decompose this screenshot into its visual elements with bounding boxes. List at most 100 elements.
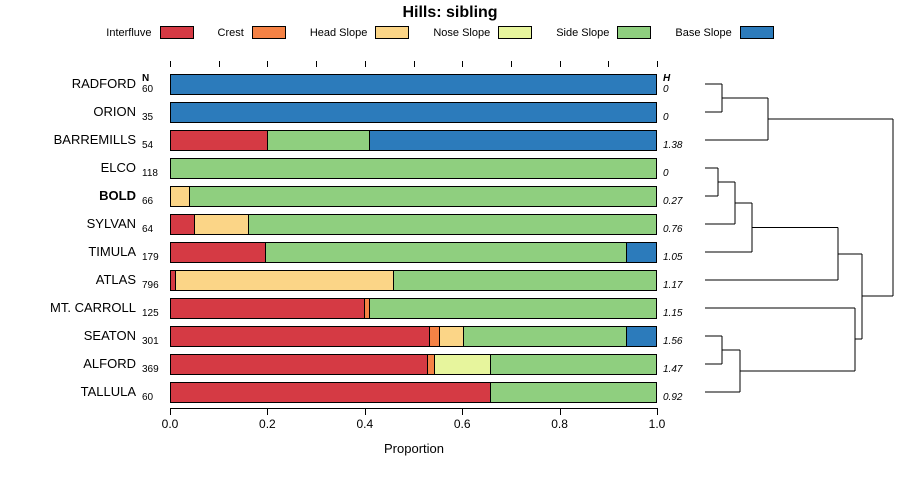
row-n-value: 118 [142, 168, 158, 179]
bar-segment-crest [428, 354, 436, 374]
row-n-value: 60 [142, 392, 154, 403]
stacked-bar [170, 213, 657, 235]
x-tick [170, 409, 171, 415]
n-header: N [142, 73, 150, 84]
row-h-value: 0.27 [663, 196, 683, 207]
bar-segment-side-slope [491, 354, 656, 374]
h-header [663, 353, 697, 364]
stacked-bar [170, 353, 657, 375]
row-h-value: 1.38 [663, 140, 683, 151]
x-axis-title: Proportion [384, 441, 444, 456]
row-h-value: 1.47 [663, 364, 683, 375]
h-header [663, 185, 697, 196]
row-n-cell: 179 [142, 241, 176, 263]
h-header: H [663, 73, 671, 84]
row-n-value: 64 [142, 224, 154, 235]
stacked-bar [170, 73, 657, 95]
row-h-cell: 0.92 [663, 381, 697, 403]
row-label: ATLAS [95, 272, 136, 287]
row-label: ELCO [100, 160, 136, 175]
bar-segment-side-slope [394, 270, 656, 290]
legend-item: Nose Slope [433, 26, 533, 39]
row-h-cell: 0.76 [663, 213, 697, 235]
row-h-cell: 0 [663, 101, 697, 123]
legend: Interfluve Crest Head Slope Nose Slope Side … [0, 26, 880, 39]
h-header [663, 269, 697, 280]
bar-segment-base-slope [626, 242, 656, 262]
legend-swatch [251, 26, 286, 39]
legend-swatch [375, 26, 410, 39]
row-n-cell: 35 [142, 101, 176, 123]
legend-item: Interfluve [106, 26, 194, 39]
row-label: TALLULA [80, 384, 136, 399]
x-tick [364, 409, 366, 415]
top-tick [462, 61, 464, 67]
h-header [663, 381, 697, 392]
h-header [663, 157, 697, 168]
legend-item: Crest [218, 26, 286, 39]
row-label: BOLD [99, 188, 136, 203]
dendrogram [705, 83, 894, 393]
bar-segment-side-slope [369, 298, 656, 318]
x-tick [559, 409, 561, 415]
x-tick [267, 409, 269, 415]
row-n-value: 66 [142, 196, 154, 207]
bar-segment-interfluve [171, 382, 492, 402]
top-tick [316, 61, 318, 67]
row-n-value: 125 [142, 308, 159, 319]
bar-segment-interfluve [171, 130, 268, 150]
bar-segment-head-slope [171, 186, 191, 206]
chart-title: Hills: sibling [402, 4, 498, 21]
row-h-cell: 1.47 [663, 353, 697, 375]
h-header [663, 297, 697, 308]
row-label: TIMULA [88, 244, 136, 259]
row-h-cell: 1.17 [663, 269, 697, 291]
h-header [663, 325, 697, 336]
stacked-bar [170, 297, 657, 319]
stacked-bar [170, 129, 657, 151]
row-label: ALFORD [83, 356, 136, 371]
x-axis-line [170, 408, 658, 409]
legend-swatch [617, 26, 652, 39]
stacked-bar [170, 101, 657, 123]
bar-segment-interfluve [171, 354, 429, 374]
row-n-cell: 66 [142, 185, 176, 207]
stacked-bar [170, 185, 657, 207]
row-h-cell: 1.05 [663, 241, 697, 263]
bar-segment-head-slope [440, 326, 465, 346]
row-n-cell: 369 [142, 353, 176, 375]
row-h-cell: 1.56 [663, 325, 697, 347]
bar-segment-side-slope [190, 186, 656, 206]
top-tick [267, 61, 269, 67]
bar-segment-base-slope [369, 130, 656, 150]
legend-label: Side Slope [556, 26, 610, 39]
row-h-value: 1.56 [663, 336, 683, 347]
stacked-bar [170, 381, 657, 403]
bar-segment-interfluve [171, 270, 176, 290]
stacked-bar [170, 325, 657, 347]
legend-label: Nose Slope [433, 26, 491, 39]
x-tick-label: 1.0 [648, 417, 666, 431]
x-tick-label: 0.8 [551, 417, 568, 431]
row-label: RADFORD [71, 76, 136, 91]
top-tick [170, 61, 171, 67]
bar-segment-base-slope [626, 326, 656, 346]
h-header [663, 241, 697, 252]
bar-segment-head-slope [195, 214, 249, 234]
row-n-cell: 796 [142, 269, 176, 291]
bar-segment-base-slope [171, 74, 656, 94]
bar-segment-side-slope [491, 382, 656, 402]
row-n-value: 301 [142, 336, 159, 347]
row-n-value: 179 [142, 252, 159, 263]
row-label: SYLVAN [86, 216, 136, 231]
row-h-value: 0 [663, 84, 669, 95]
row-n-cell: 60 [142, 381, 176, 403]
row-label: BARREMILLS [53, 132, 136, 147]
h-header [663, 213, 697, 224]
legend-swatch [739, 26, 774, 39]
row-n-cell: 64 [142, 213, 176, 235]
top-tick [218, 61, 220, 67]
row-n-value: 796 [142, 280, 159, 291]
